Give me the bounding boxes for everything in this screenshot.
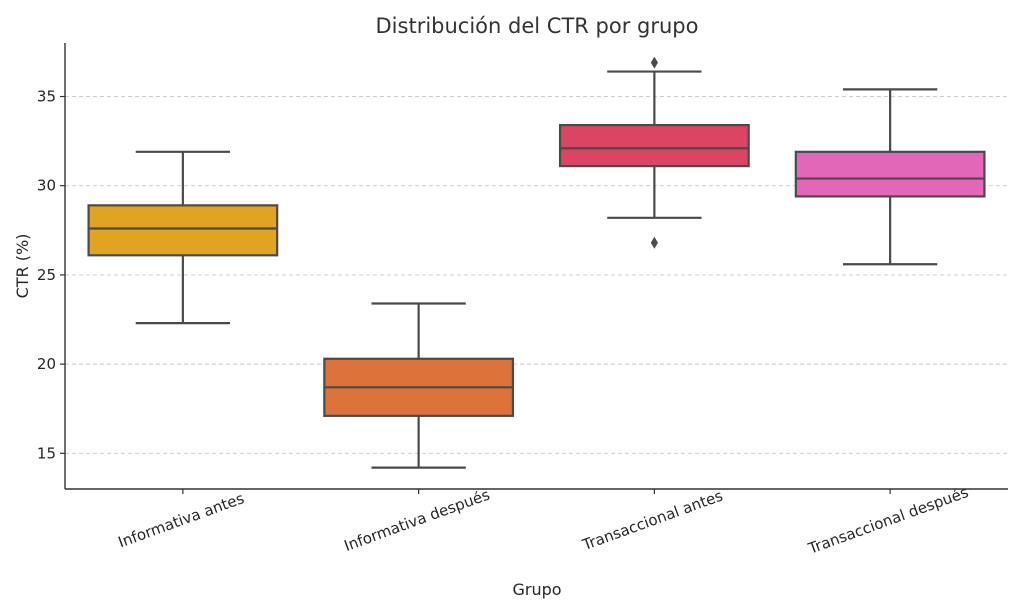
box-group-1 [87, 150, 279, 325]
x-tick-label: Informativa después [342, 486, 493, 556]
box-group-2 [323, 302, 515, 469]
y-tick-label: 25 [37, 266, 56, 284]
x-axis-label: Grupo [512, 580, 561, 599]
x-tick-label: Transaccional después [805, 483, 971, 558]
y-tick-label: 30 [37, 177, 56, 195]
box-series [87, 56, 986, 469]
outlier-marker [650, 56, 658, 69]
x-tick-label: Transaccional antes [579, 486, 725, 554]
x-tick-label: Informativa antes [116, 489, 247, 551]
y-axis-label: CTR (%) [13, 234, 32, 299]
box-iqr [558, 123, 750, 168]
y-tick-label: 15 [37, 444, 56, 462]
outlier-marker [650, 236, 658, 249]
y-tick-label: 20 [37, 355, 56, 373]
chart-title: Distribución del CTR por grupo [376, 14, 699, 38]
y-tick-label: 35 [37, 88, 56, 106]
box-group-3 [558, 56, 750, 249]
box-iqr [87, 204, 279, 257]
box-group-4 [794, 88, 986, 266]
grid-lines [65, 96, 1008, 454]
box-iqr [794, 150, 986, 198]
